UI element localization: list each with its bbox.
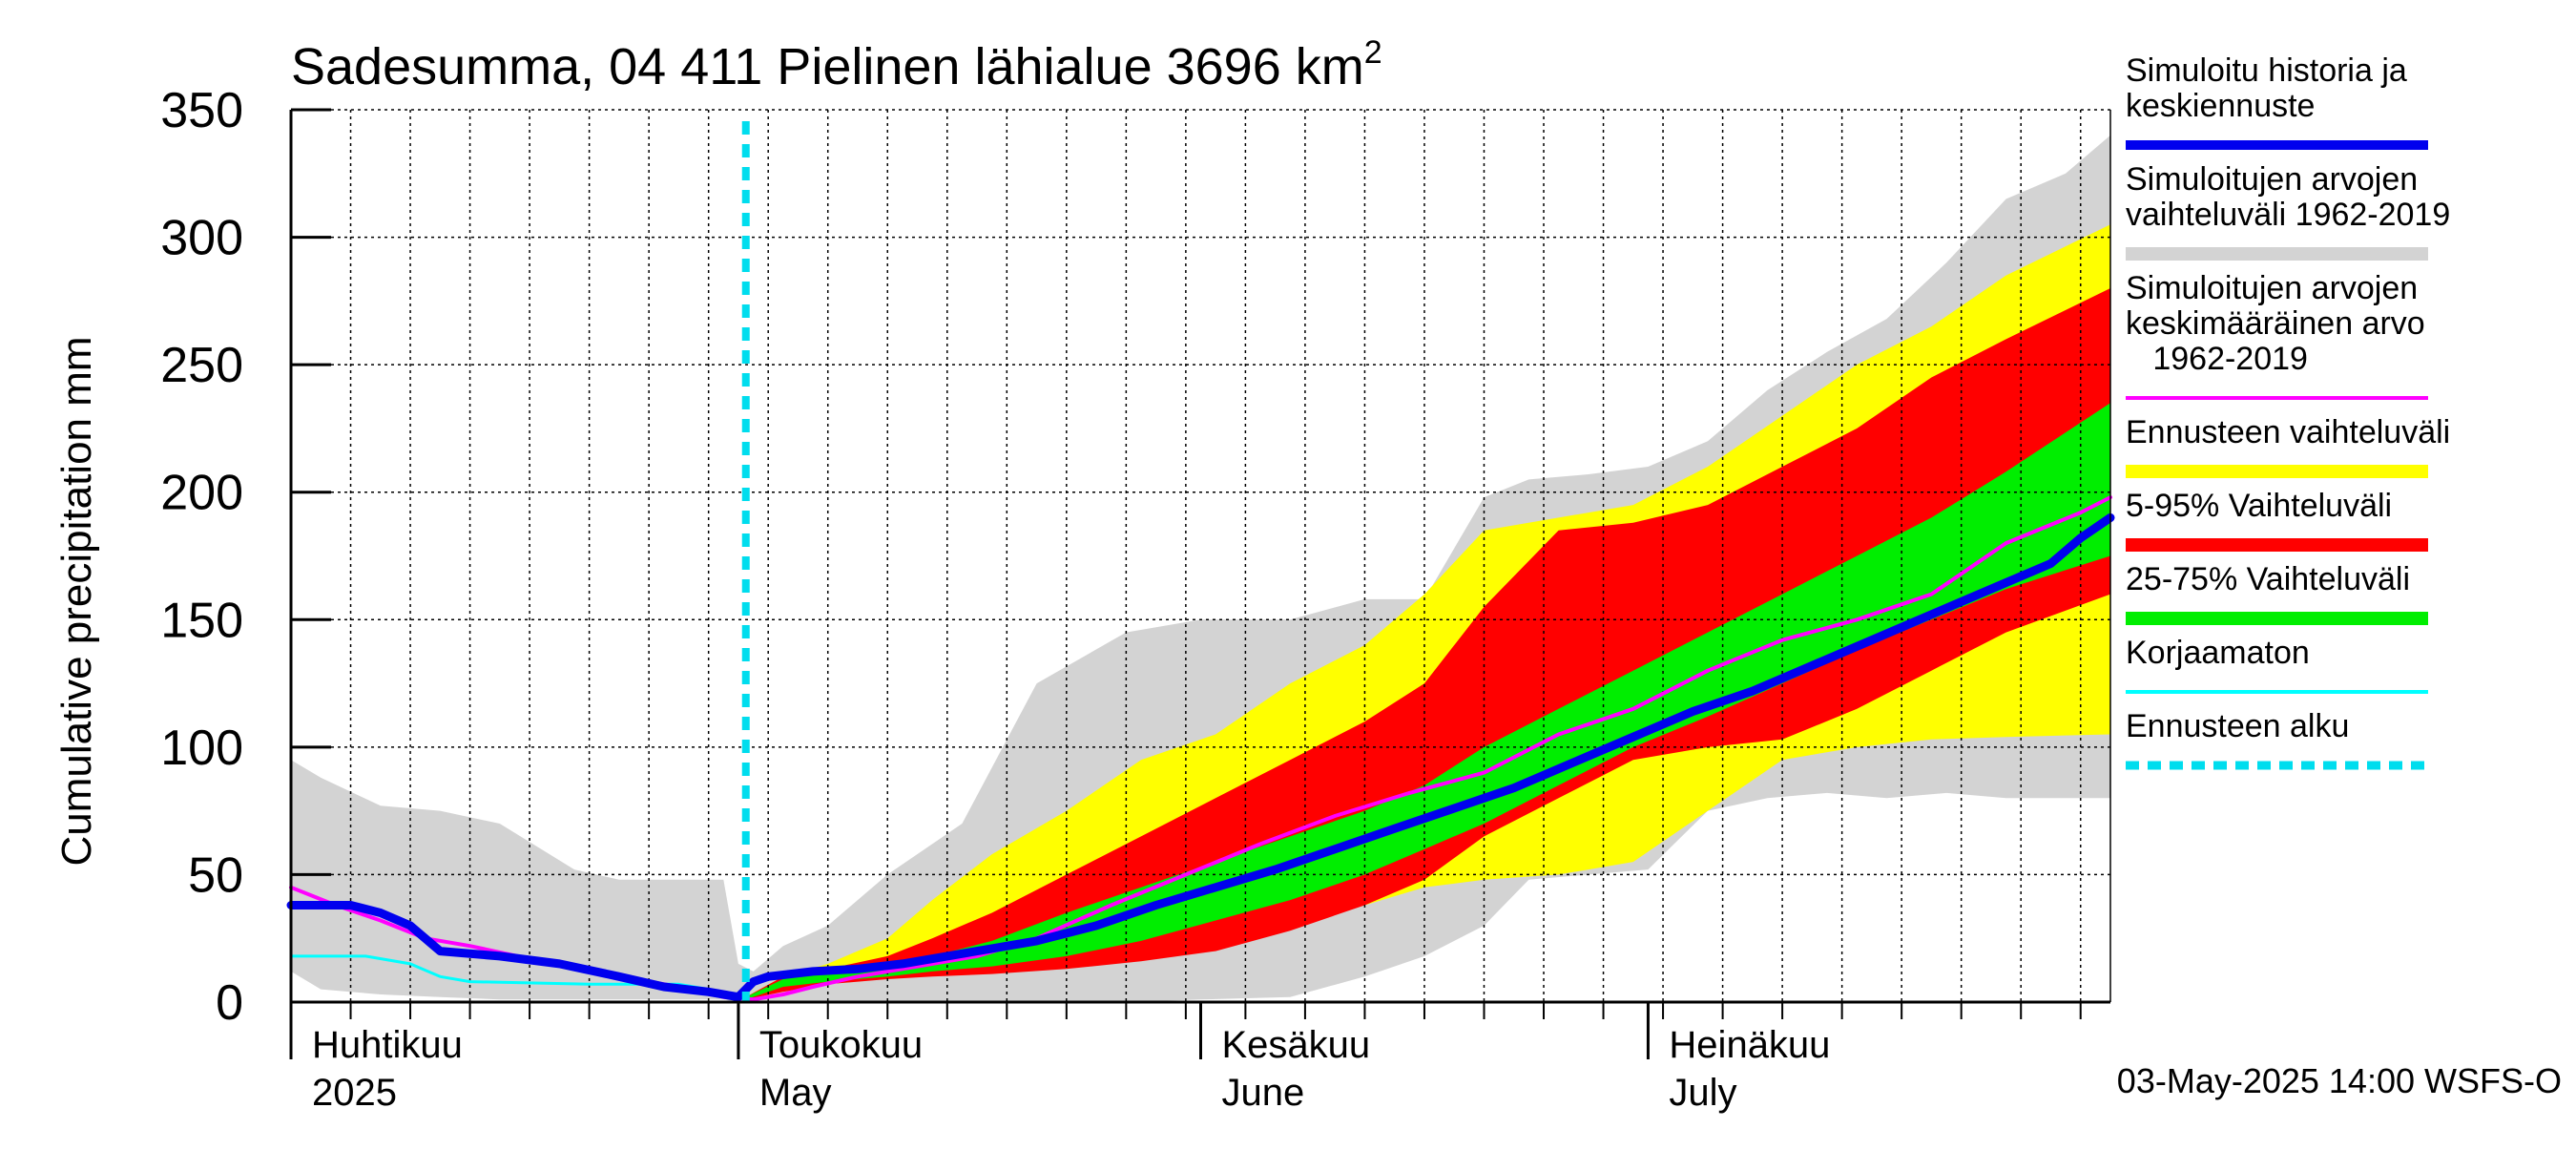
x-month-label-en: June (1222, 1072, 1305, 1114)
legend-item-korjaamaton: Korjaamaton (2126, 635, 2428, 694)
legend-label: keskiennuste (2126, 88, 2315, 124)
y-tick-label: 100 (160, 721, 243, 776)
legend-label: 1962-2019 (2126, 341, 2308, 377)
legend-label: Korjaamaton (2126, 635, 2310, 671)
band-ennusteen-vaihteluvali (745, 224, 2110, 1000)
x-month-label-en: 2025 (312, 1072, 397, 1114)
chart-title: Sadesumma, 04 411 Pielinen lähialue 3696… (291, 34, 1382, 95)
x-month-label-fi: Toukokuu (759, 1024, 923, 1066)
legend-label: 5-95% Vaihteluväli (2126, 488, 2392, 524)
footer-text: 03-May-2025 14:00 WSFS-O (2117, 1061, 2562, 1100)
legend-label: 25-75% Vaihteluväli (2126, 561, 2410, 597)
x-month-label-en: May (759, 1072, 832, 1114)
legend-label: Simuloitujen arvojen (2126, 270, 2418, 306)
y-tick-label: 300 (160, 211, 243, 266)
legend-label: Ennusteen vaihteluväli (2126, 414, 2450, 450)
legend-label: Simuloitu historia ja (2126, 52, 2407, 89)
x-month-label-fi: Kesäkuu (1222, 1024, 1371, 1066)
grid-layer (291, 109, 2110, 1002)
y-tick-label: 0 (216, 975, 243, 1031)
lines-layer (286, 121, 2115, 1002)
x-month-label-en: July (1669, 1072, 1736, 1114)
y-tick-label: 200 (160, 466, 243, 521)
y-axis-label: Cumulative precipitation mm (53, 336, 100, 866)
legend-label: vaihteluväli 1962-2019 (2126, 197, 2450, 233)
series-line-simuloitu-historia-ja-keskiennuste (286, 512, 2115, 1002)
labels-layer: 0 50 100 150 200 250 300 350 Huhtikuu 2025 Toukoku… (160, 83, 1830, 1114)
x-month-label-fi: Heinäkuu (1669, 1024, 1830, 1066)
legend-layer: Simuloitu historia jakeskiennusteSimuloi… (2126, 52, 2450, 770)
y-tick-label: 250 (160, 338, 243, 393)
title-superscript: 2 (1364, 34, 1382, 71)
legend-label: keskimääräinen arvo (2126, 305, 2425, 342)
legend-item-ennusteen-vaihteluvali: Ennusteen vaihteluväli (2126, 414, 2450, 478)
legend-label: Ennusteen alku (2126, 708, 2349, 744)
x-month-label-fi: Huhtikuu (312, 1024, 463, 1066)
y-tick-label: 350 (160, 83, 243, 138)
legend-item-ennusteen-alku: Ennusteen alku (2126, 708, 2428, 770)
y-tick-label: 50 (188, 847, 243, 903)
legend-item-5-95-vaihteluvali: 5-95% Vaihteluväli (2126, 488, 2428, 552)
legend-item-25-75-vaihteluvali: 25-75% Vaihteluväli (2126, 561, 2428, 625)
y-tick-label: 150 (160, 593, 243, 648)
bands-layer (291, 135, 2110, 1002)
legend-label: Simuloitujen arvojen (2126, 161, 2418, 198)
axes-layer (289, 108, 2111, 1059)
